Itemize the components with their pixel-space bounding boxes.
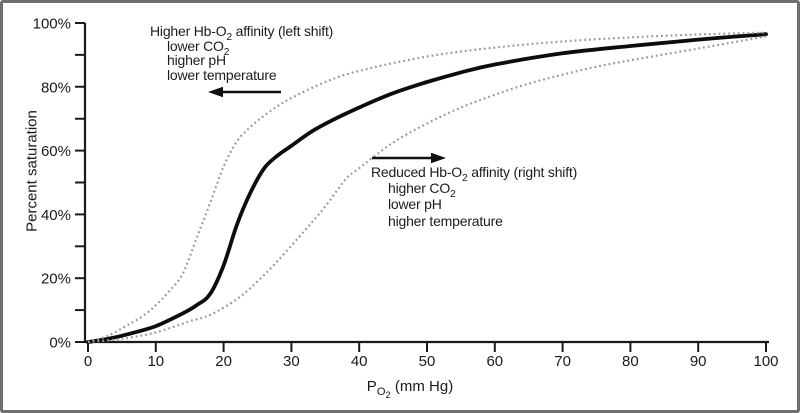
- y-tick-label: 40%: [41, 207, 71, 224]
- curves: [86, 31, 768, 344]
- y-tick-label: 20%: [41, 271, 71, 288]
- x-tick-label: 50: [419, 353, 436, 370]
- x-tick-label: 20: [215, 353, 232, 370]
- x-tick-label: 70: [554, 353, 571, 370]
- right-shift-title: Reduced Hb-O2 affinity (right shift): [371, 164, 578, 184]
- y-tick-label: 60%: [41, 143, 71, 160]
- right-shift-line-3: higher temperature: [388, 212, 503, 229]
- x-tick-label: 90: [690, 353, 707, 370]
- y-tick-label: 0%: [49, 335, 71, 352]
- right-shift-line-2: lower pH: [388, 196, 442, 213]
- y-tick-label: 100%: [33, 16, 71, 33]
- axes: 0% 20% 40% 60% 80% 100% 0 10 20 30 40 50 60 70 80 90 100: [33, 16, 779, 371]
- x-tick-label: 100: [753, 353, 778, 370]
- left-shift-title: Higher Hb-O2 affinity (left shift): [150, 23, 334, 43]
- right-shift-annotation: Reduced Hb-O2 affinity (right shift) hig…: [371, 164, 577, 229]
- right-shift-line-1: higher CO2: [388, 180, 456, 200]
- left-shift-line-3: lower temperature: [167, 66, 277, 83]
- x-tick-label: 10: [147, 353, 164, 370]
- left-shift-line-1: lower CO2: [167, 37, 230, 58]
- y-tick-label: 80%: [41, 79, 71, 96]
- x-tick-label: 30: [283, 353, 300, 370]
- left-shift-line-2: higher pH: [167, 52, 226, 69]
- x-tick-label: 80: [622, 353, 639, 370]
- x-tick-label: 0: [84, 353, 92, 370]
- shift-arrows: [208, 86, 446, 164]
- x-tick-label: 60: [486, 353, 503, 370]
- x-title-units: (mm Hg): [390, 378, 454, 395]
- normal-curve: [86, 32, 768, 344]
- left-shift-annotation: Higher Hb-O2 affinity (left shift) lower…: [150, 24, 333, 82]
- right-shift-arrow-head: [431, 152, 446, 164]
- left-shift-arrow-head: [208, 86, 223, 98]
- y-axis-title: Percent saturation: [23, 110, 41, 232]
- x-axis-title: PO2 (mm Hg): [366, 378, 454, 401]
- x-title-symbol: P: [366, 378, 377, 395]
- x-tick-label: 40: [351, 353, 368, 370]
- right-shifted-curve: [87, 35, 767, 344]
- x-title-subscript: O2: [376, 386, 391, 401]
